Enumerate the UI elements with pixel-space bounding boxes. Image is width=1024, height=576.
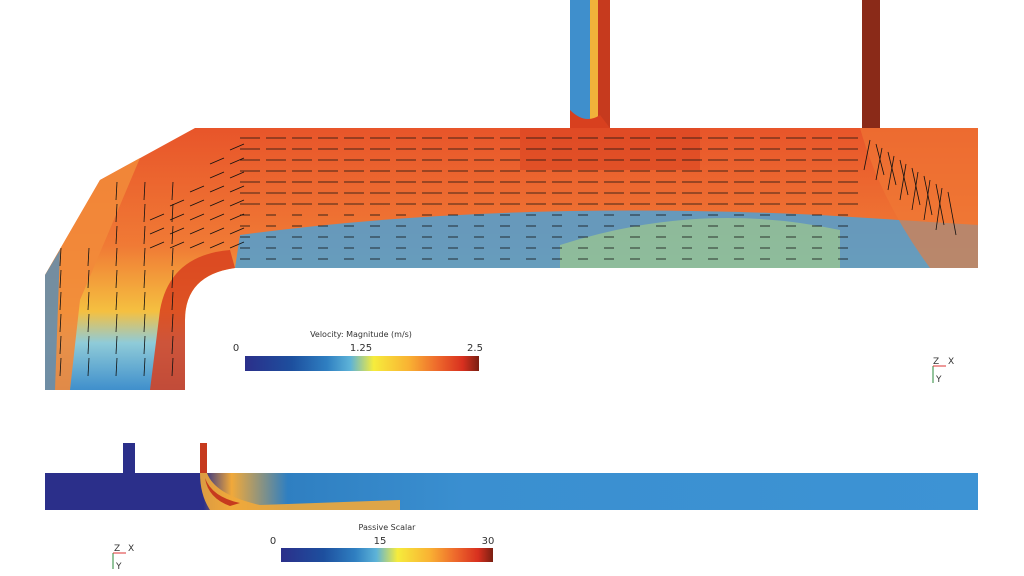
scalar-legend-mid: 15 xyxy=(374,536,387,547)
velocity-arrow xyxy=(115,335,118,355)
velocity-arrow xyxy=(209,157,225,165)
velocity-arrow xyxy=(87,335,90,355)
velocity-arrow xyxy=(229,227,245,235)
velocity-arrow xyxy=(875,147,883,181)
velocity-arrow xyxy=(115,313,118,333)
velocity-arrow xyxy=(189,199,205,207)
velocity-arrow xyxy=(171,291,174,311)
velocity-arrow xyxy=(115,181,118,201)
velocity-arrow xyxy=(171,247,174,267)
scalar-legend-title: Passive Scalar xyxy=(359,523,417,532)
velocity-arrow xyxy=(149,227,165,235)
axis-y-label: Y xyxy=(115,562,122,572)
velocity-arrow xyxy=(209,171,225,179)
velocity-arrow xyxy=(143,247,146,267)
velocity-arrow xyxy=(59,247,62,267)
velocity-arrow xyxy=(209,185,225,193)
velocity-arrow xyxy=(229,157,245,165)
velocity-arrow xyxy=(229,171,245,179)
velocity-arrow xyxy=(143,225,146,245)
velocity-arrow xyxy=(189,227,205,235)
scalar-legend: Passive Scalar 0 15 30 xyxy=(270,523,495,562)
velocity-arrow xyxy=(143,269,146,289)
velocity-arrow xyxy=(59,269,62,289)
velocity-arrow xyxy=(59,313,62,333)
axis-x-label: X xyxy=(948,357,954,367)
axis-x-label: X xyxy=(128,544,134,554)
velocity-arrow xyxy=(59,291,62,311)
velocity-arrow xyxy=(189,213,205,221)
velocity-legend-mid: 1.25 xyxy=(350,343,372,354)
scalar-colorbar xyxy=(281,548,493,562)
velocity-arrow xyxy=(115,269,118,289)
axis-z-label: Z xyxy=(114,544,120,554)
velocity-arrow xyxy=(229,199,245,207)
velocity-arrow xyxy=(149,213,165,221)
velocity-arrow xyxy=(87,357,90,377)
velocity-arrow xyxy=(115,247,118,267)
velocity-field xyxy=(45,0,978,390)
velocity-arrow xyxy=(59,335,62,355)
velocity-arrow xyxy=(143,357,146,377)
velocity-arrow xyxy=(87,247,90,267)
velocity-arrow xyxy=(87,291,90,311)
scalar-legend-max: 30 xyxy=(482,536,495,547)
velocity-arrow xyxy=(87,269,90,289)
velocity-arrow xyxy=(209,227,225,235)
velocity-arrow xyxy=(143,313,146,333)
velocity-arrow xyxy=(169,213,185,221)
velocity-legend-title: Velocity: Magnitude (m/s) xyxy=(310,330,412,339)
velocity-arrow xyxy=(935,187,943,231)
velocity-arrow xyxy=(171,181,174,201)
axes-triad-bottom: Z X Y xyxy=(112,544,134,572)
velocity-arrow xyxy=(923,179,931,221)
velocity-arrow xyxy=(87,313,90,333)
velocity-arrow xyxy=(143,335,146,355)
velocity-legend-max: 2.5 xyxy=(467,343,483,354)
velocity-arrow xyxy=(149,241,165,249)
velocity-arrow xyxy=(169,227,185,235)
velocity-arrow xyxy=(229,241,245,249)
velocity-arrow xyxy=(209,241,225,249)
velocity-arrow xyxy=(229,143,245,151)
velocity-arrow xyxy=(115,291,118,311)
velocity-arrow xyxy=(229,185,245,193)
velocity-arrow xyxy=(863,139,871,171)
velocity-arrow xyxy=(911,171,919,211)
velocity-arrow xyxy=(115,203,118,223)
velocity-colorbar xyxy=(245,356,479,371)
velocity-arrow xyxy=(169,241,185,249)
velocity-arrow xyxy=(189,185,205,193)
velocity-arrow xyxy=(189,241,205,249)
velocity-arrow xyxy=(171,335,174,355)
axis-z-label: Z xyxy=(933,357,939,367)
velocity-arrow xyxy=(209,213,225,221)
axis-y-label: Y xyxy=(935,375,942,385)
velocity-arrow xyxy=(115,225,118,245)
velocity-arrow xyxy=(899,163,907,201)
velocity-arrow xyxy=(169,199,185,207)
velocity-arrow xyxy=(143,181,146,201)
velocity-legend: Velocity: Magnitude (m/s) 0 1.25 2.5 xyxy=(233,330,483,371)
velocity-arrow xyxy=(947,191,957,236)
velocity-arrow xyxy=(171,357,174,377)
velocity-arrow xyxy=(171,225,174,245)
axes-triad-top: Z X Y xyxy=(932,357,954,385)
velocity-arrows xyxy=(59,137,957,377)
velocity-arrow xyxy=(229,213,245,221)
velocity-arrow xyxy=(143,203,146,223)
velocity-arrow xyxy=(115,357,118,377)
velocity-arrow xyxy=(143,291,146,311)
scalar-field xyxy=(45,443,978,510)
velocity-arrow xyxy=(59,357,62,377)
velocity-arrow xyxy=(171,269,174,289)
scalar-legend-min: 0 xyxy=(270,536,276,547)
velocity-arrow xyxy=(887,155,895,191)
velocity-arrow xyxy=(209,199,225,207)
velocity-arrow xyxy=(171,313,174,333)
velocity-legend-min: 0 xyxy=(233,343,239,354)
